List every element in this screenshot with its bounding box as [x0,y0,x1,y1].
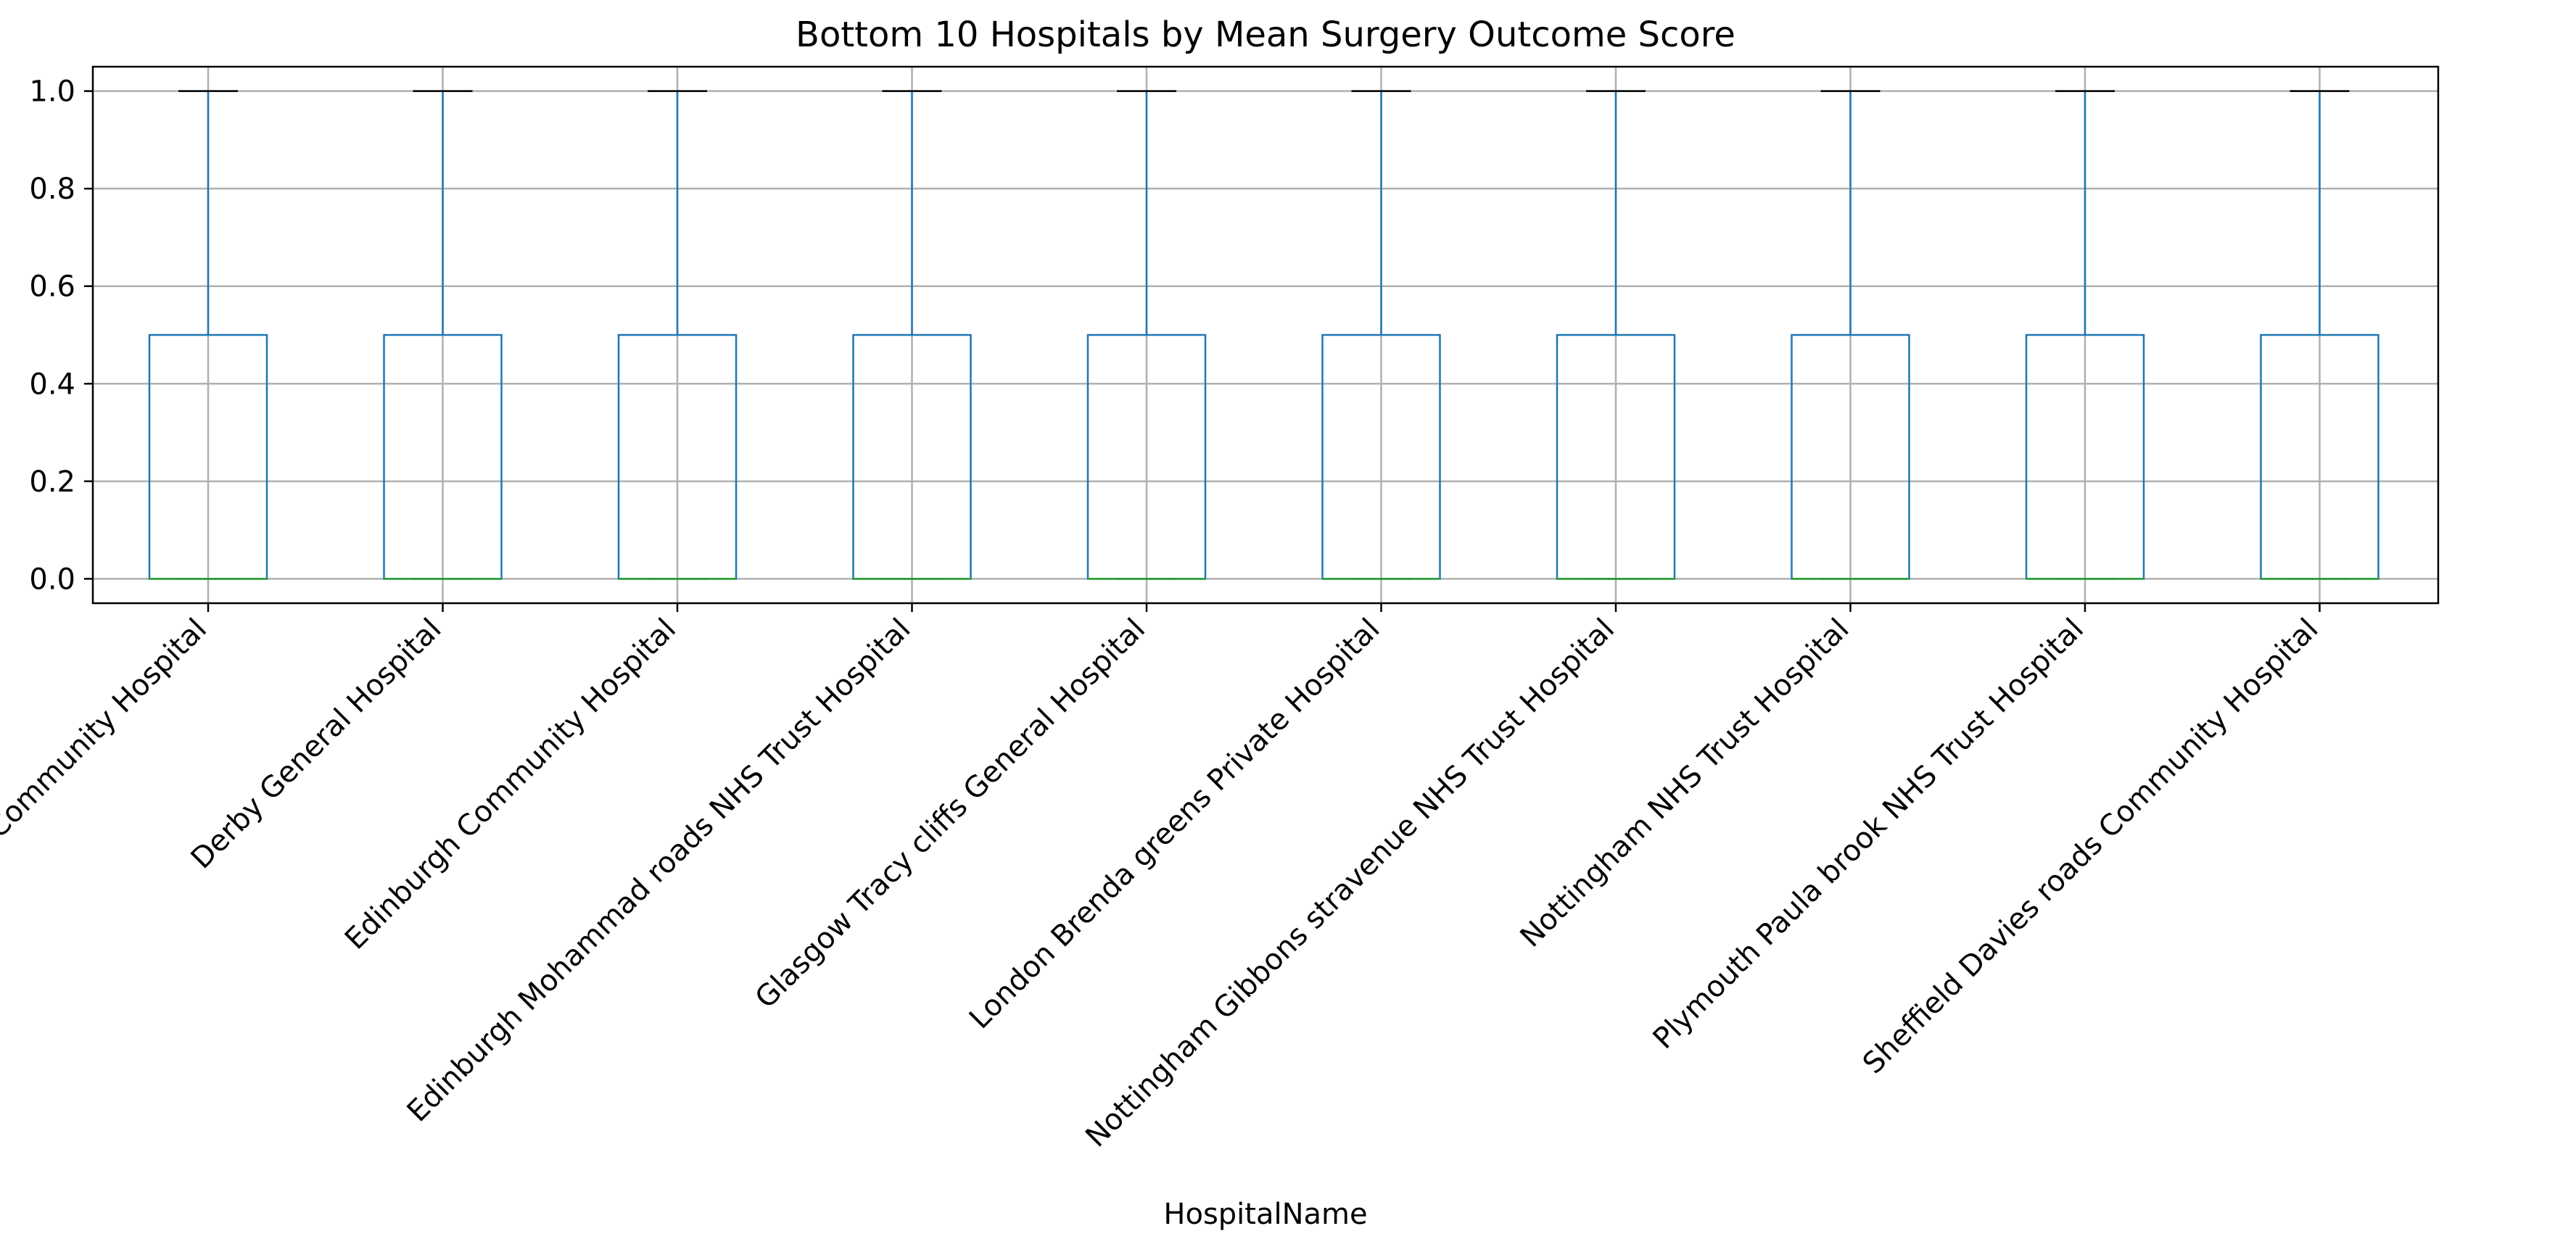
box-group [1791,90,1910,580]
plot-area-frame [91,65,2440,605]
box-group [383,90,503,580]
y-tick-label: 0.2 [29,465,75,499]
y-tick-label: 0.4 [29,368,75,401]
box-layer [148,90,2379,580]
y-axis: 0.0 0.2 0.4 0.6 0.8 1.0 [29,75,93,596]
box-group [1556,90,1676,580]
x-axis-label: HospitalName [1163,1198,1367,1231]
box-group [148,90,268,580]
y-tick-label: 0.0 [29,563,75,596]
y-tick-label: 1.0 [29,75,75,109]
box-group [2025,90,2145,580]
y-tick-label: 0.6 [29,270,75,304]
box-group [1321,90,1441,580]
box-group [617,90,738,580]
chart-title: Bottom 10 Hospitals by Mean Surgery Outc… [796,14,1735,55]
y-tick-label: 0.8 [29,173,75,206]
box-group [2260,90,2379,580]
box-group [1086,90,1207,580]
box-group [852,90,972,580]
